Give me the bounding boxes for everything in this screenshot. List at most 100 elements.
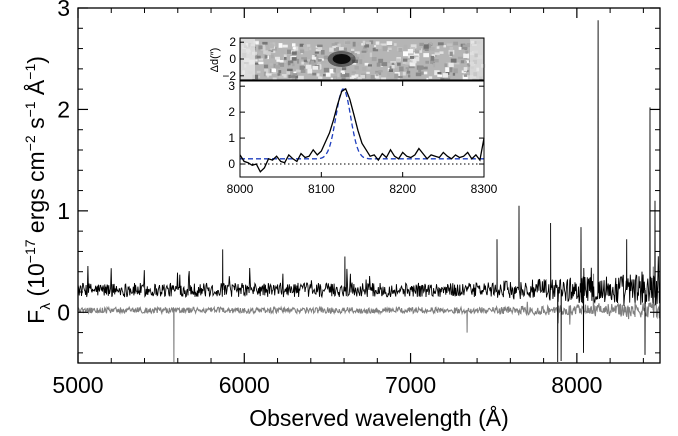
noise-pixel: [362, 40, 366, 46]
noise-pixel: [333, 68, 336, 73]
noise-pixel: [405, 67, 409, 71]
noise-pixel: [310, 62, 317, 66]
noise-pixel: [439, 51, 444, 54]
noise-pixel: [296, 69, 302, 73]
noise-pixel: [434, 70, 440, 76]
noise-pixel: [361, 43, 364, 46]
noise-pixel: [279, 60, 284, 63]
noise-pixel: [271, 47, 277, 51]
noise-pixel: [410, 44, 417, 49]
inset-2d-ytick-label: −2: [222, 69, 236, 83]
noise-pixel: [386, 47, 392, 51]
noise-pixel: [390, 74, 396, 80]
noise-pixel: [445, 70, 450, 75]
noise-pixel: [412, 58, 417, 64]
inset-ytick-label: 3: [228, 79, 235, 93]
noise-pixel: [273, 63, 276, 68]
noise-pixel: [444, 63, 448, 68]
noise-pixel: [307, 68, 312, 74]
noise-pixel: [319, 65, 322, 70]
noise-pixel: [431, 54, 437, 57]
noise-pixel: [303, 59, 308, 63]
noise-pixel: [287, 68, 293, 72]
y-label-close: ): [23, 56, 49, 64]
noise-pixel: [284, 57, 287, 60]
error-spectrum-line: [77, 266, 661, 363]
noise-pixel: [292, 47, 296, 50]
noise-pixel: [466, 60, 469, 64]
noise-pixel: [419, 51, 423, 56]
noise-pixel: [406, 70, 411, 74]
noise-pixel: [307, 59, 310, 62]
noise-pixel: [445, 67, 450, 72]
noise-pixel: [371, 57, 377, 62]
noise-pixel: [312, 66, 319, 70]
noise-pixel: [264, 55, 268, 59]
noise-pixel: [320, 61, 327, 64]
noise-pixel: [338, 72, 341, 77]
y-axis-label: Fλ (10−17 ergs cm−2 s−1 Å−1): [22, 56, 53, 324]
noise-pixel: [369, 52, 373, 58]
noise-pixel: [351, 75, 356, 78]
noise-pixel: [275, 56, 280, 60]
noise-pixel: [300, 49, 305, 54]
noise-pixel: [396, 62, 401, 66]
y-tick-label: 0: [57, 299, 70, 325]
noise-pixel: [269, 63, 273, 66]
noise-pixel: [408, 65, 415, 69]
noise-pixel: [362, 48, 368, 52]
inset-1d-frame: [239, 80, 485, 178]
noise-pixel: [268, 50, 274, 53]
noise-pixel: [463, 53, 470, 59]
inset-ytick-label: 2: [228, 105, 235, 119]
noise-pixel: [265, 73, 272, 76]
y-label-flux: F: [23, 310, 49, 324]
inset-2d-ytick-label: 0: [229, 52, 236, 66]
noise-pixel: [262, 41, 268, 45]
inset-xtick-label: 8200: [389, 182, 416, 196]
noise-pixel: [282, 44, 288, 48]
inset-xtick-label: 8300: [471, 182, 498, 196]
noise-pixel: [279, 75, 284, 79]
noise-pixel: [317, 44, 323, 48]
noise-pixel: [260, 46, 266, 51]
noise-pixel: [389, 66, 393, 70]
noise-pixel: [375, 72, 379, 77]
noise-pixel: [418, 67, 422, 73]
y-label-exp-4: −1: [22, 64, 38, 80]
noise-pixel: [452, 72, 456, 76]
noise-pixel: [399, 66, 404, 72]
noise-pixel: [295, 52, 300, 56]
x-tick-label: 8000: [551, 372, 602, 398]
x-axis-label: Observed wavelength (Å): [249, 404, 509, 431]
noise-pixel: [280, 49, 285, 54]
noise-pixel: [354, 74, 359, 77]
noise-pixel: [450, 58, 457, 63]
noise-pixel: [315, 51, 318, 56]
noise-pixel: [323, 67, 329, 73]
noise-pixel: [433, 59, 439, 63]
noise-pixel: [309, 47, 312, 51]
noise-pixel: [281, 74, 287, 78]
noise-pixel: [403, 44, 408, 50]
noise-pixel: [387, 72, 391, 77]
noise-pixel: [391, 65, 395, 69]
noise-pixel: [423, 71, 428, 75]
noise-pixel: [431, 47, 435, 51]
noise-pixel: [352, 41, 356, 47]
noise-pixel: [415, 48, 422, 51]
noise-pixel: [292, 73, 298, 76]
noise-pixel: [453, 68, 458, 74]
noise-pixel: [334, 44, 340, 49]
noise-pixel: [287, 49, 292, 54]
inset-2d-ylabel: Δd(″): [209, 48, 221, 73]
noise-pixel: [333, 77, 337, 80]
noise-pixel: [263, 64, 269, 69]
noise-pixel: [323, 55, 329, 60]
noise-pixel: [331, 43, 335, 46]
noise-pixel: [402, 71, 406, 76]
noise-pixel: [310, 60, 315, 64]
noise-pixel: [402, 58, 408, 62]
noise-pixel: [316, 56, 319, 61]
x-tick-label: 7000: [385, 372, 436, 398]
